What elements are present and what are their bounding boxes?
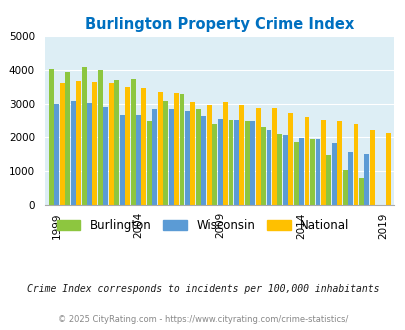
Bar [130, 80, 135, 205]
Bar [119, 115, 124, 205]
Bar [309, 139, 314, 205]
Bar [369, 130, 374, 205]
Bar [136, 115, 141, 205]
Bar [342, 170, 347, 205]
Bar [152, 109, 157, 205]
Bar [260, 126, 265, 205]
Bar [212, 124, 217, 205]
Bar [141, 88, 146, 205]
Bar [271, 108, 276, 205]
Bar [244, 121, 249, 205]
Bar [125, 87, 130, 205]
Bar [49, 69, 54, 205]
Bar [217, 119, 222, 205]
Bar [364, 154, 369, 205]
Bar [385, 133, 390, 205]
Bar [249, 121, 254, 205]
Text: Crime Index corresponds to incidents per 100,000 inhabitants: Crime Index corresponds to incidents per… [27, 284, 378, 294]
Bar [358, 178, 363, 205]
Bar [174, 93, 179, 205]
Bar [87, 103, 92, 205]
Bar [157, 92, 162, 205]
Bar [298, 138, 303, 205]
Bar [353, 124, 358, 205]
Bar [76, 82, 81, 205]
Bar [201, 116, 206, 205]
Bar [60, 83, 64, 205]
Bar [185, 111, 190, 205]
Bar [266, 130, 271, 205]
Bar [239, 105, 243, 205]
Bar [255, 108, 260, 205]
Bar [228, 120, 233, 205]
Bar [190, 102, 195, 205]
Bar [233, 120, 238, 205]
Bar [315, 139, 320, 205]
Legend: Burlington, Wisconsin, National: Burlington, Wisconsin, National [52, 214, 353, 237]
Bar [70, 101, 75, 205]
Bar [81, 67, 86, 205]
Bar [196, 109, 200, 205]
Bar [326, 155, 330, 205]
Bar [288, 113, 292, 205]
Bar [179, 94, 184, 205]
Text: © 2025 CityRating.com - https://www.cityrating.com/crime-statistics/: © 2025 CityRating.com - https://www.city… [58, 315, 347, 324]
Bar [222, 102, 227, 205]
Bar [206, 105, 211, 205]
Bar [347, 152, 352, 205]
Bar [282, 135, 287, 205]
Bar [163, 101, 168, 205]
Bar [109, 83, 113, 205]
Bar [65, 72, 70, 205]
Bar [277, 134, 282, 205]
Bar [54, 104, 59, 205]
Bar [331, 143, 336, 205]
Bar [98, 70, 102, 205]
Bar [304, 117, 309, 205]
Bar [293, 142, 298, 205]
Bar [114, 80, 119, 205]
Title: Burlington Property Crime Index: Burlington Property Crime Index [84, 17, 353, 32]
Bar [337, 121, 341, 205]
Bar [103, 107, 108, 205]
Bar [168, 109, 173, 205]
Bar [92, 82, 97, 205]
Bar [147, 121, 151, 205]
Bar [320, 120, 325, 205]
